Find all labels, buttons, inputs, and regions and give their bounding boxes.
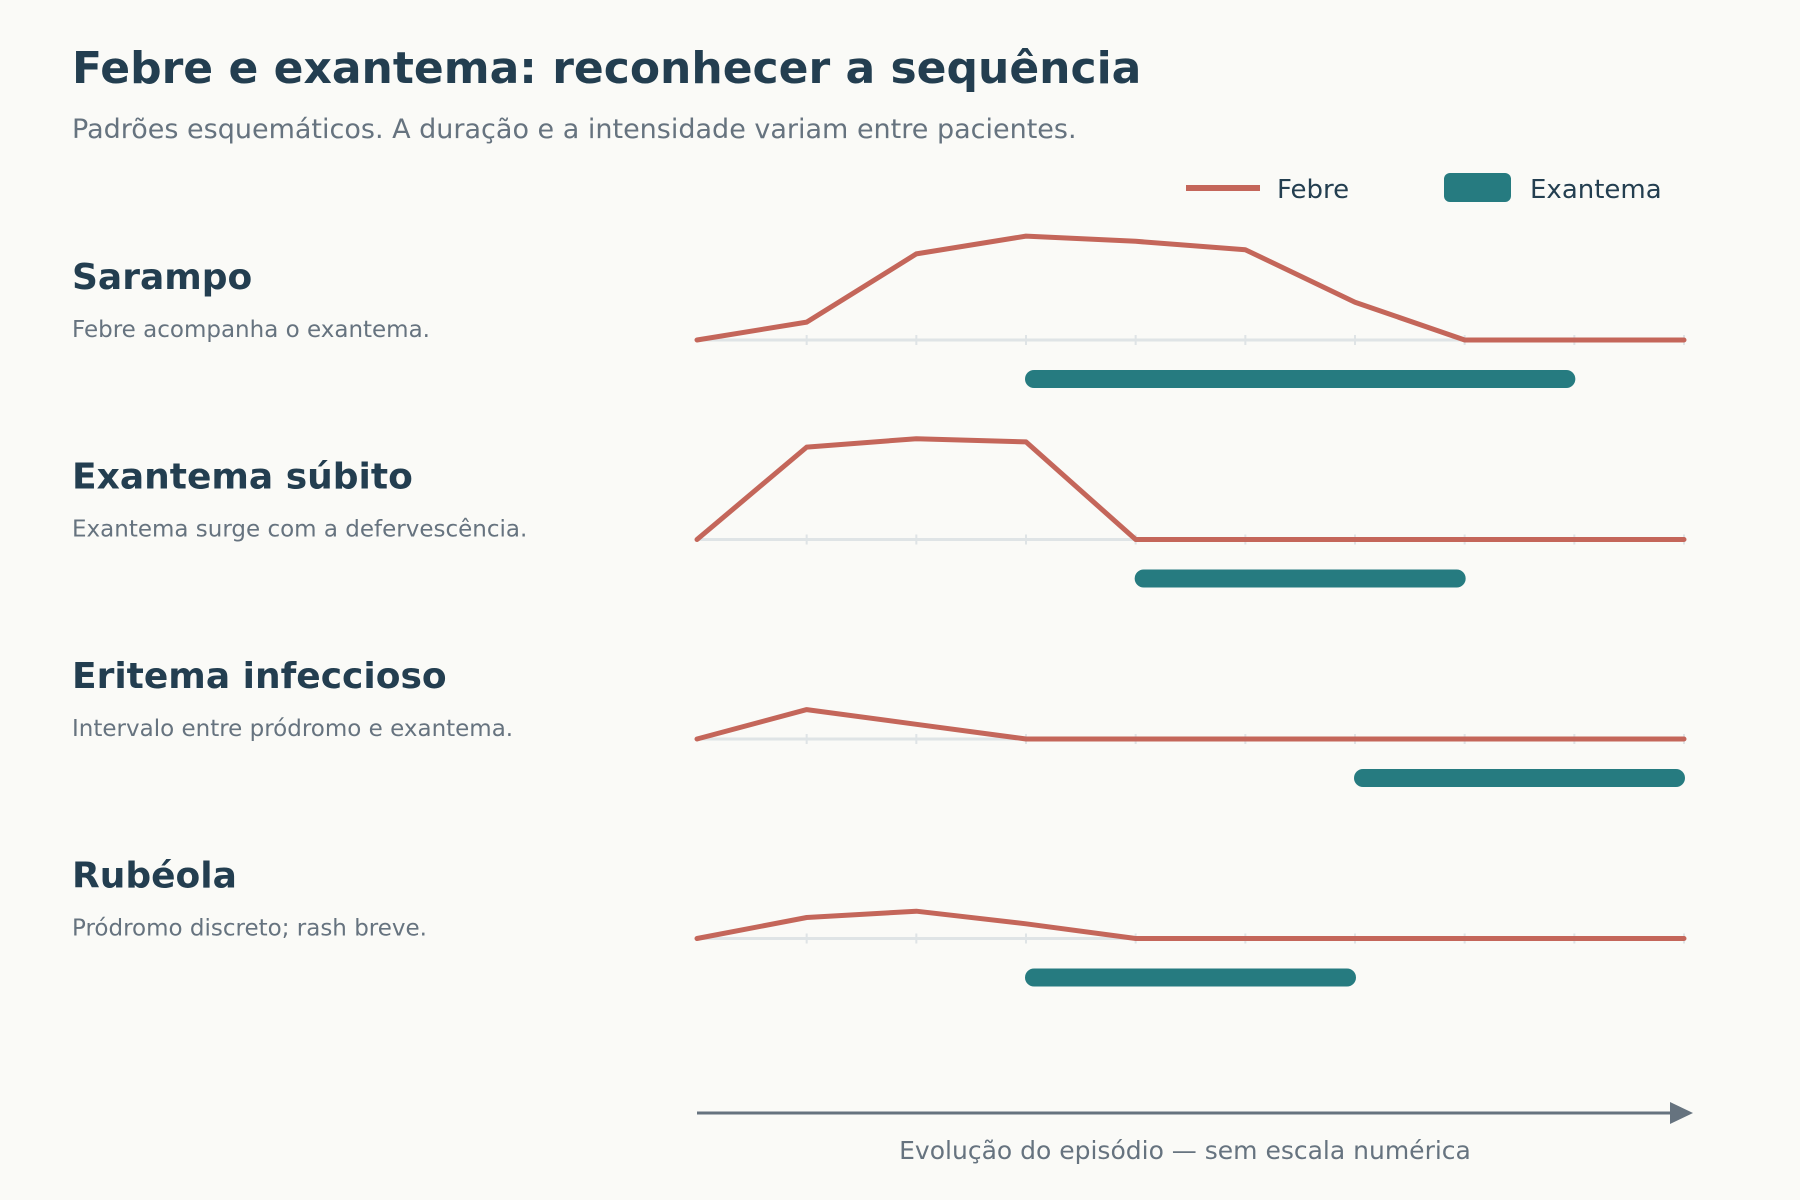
legend-fever-label: Febre: [1277, 175, 1349, 205]
chart-rows: Sarampo Febre acompanha o exantema. Exante…: [72, 233, 1687, 987]
legend-rash-label: Exantema: [1530, 175, 1662, 205]
fever-line: [694, 707, 1687, 742]
row-note: Pródromo discreto; rash breve.: [72, 916, 427, 942]
x-axis: Evolução do episódio — sem escala numéri…: [697, 1102, 1693, 1165]
chart-row: Eritema infeccioso Intervalo entre pródro…: [72, 656, 1687, 787]
row-note: Exantema surge com a defervescência.: [72, 517, 527, 543]
x-axis-arrow-icon: [1670, 1102, 1693, 1124]
page-subtitle: Padrões esquemáticos. A duração e a inte…: [72, 114, 1077, 145]
row-title: Eritema infeccioso: [72, 656, 447, 697]
row-title: Rubéola: [72, 856, 237, 897]
legend: Febre Exantema: [1186, 173, 1662, 205]
chart-row: Rubéola Pródromo discreto; rash breve.: [72, 856, 1687, 987]
row-note: Febre acompanha o exantema.: [72, 317, 430, 343]
fever-line: [694, 233, 1687, 343]
chart-row: Sarampo Febre acompanha o exantema.: [72, 233, 1687, 388]
fever-line: [694, 436, 1687, 542]
row-title: Exantema súbito: [72, 457, 413, 498]
fever-line: [694, 908, 1687, 941]
page-title: Febre e exantema: reconhecer a sequência: [72, 43, 1141, 94]
x-axis-label: Evolução do episódio — sem escala numéri…: [899, 1136, 1471, 1165]
row-title: Sarampo: [72, 257, 252, 298]
legend-rash-swatch: [1444, 173, 1511, 202]
chart-row: Exantema súbito Exantema surge com a defe…: [72, 436, 1687, 588]
row-note: Intervalo entre pródromo e exantema.: [72, 716, 513, 742]
